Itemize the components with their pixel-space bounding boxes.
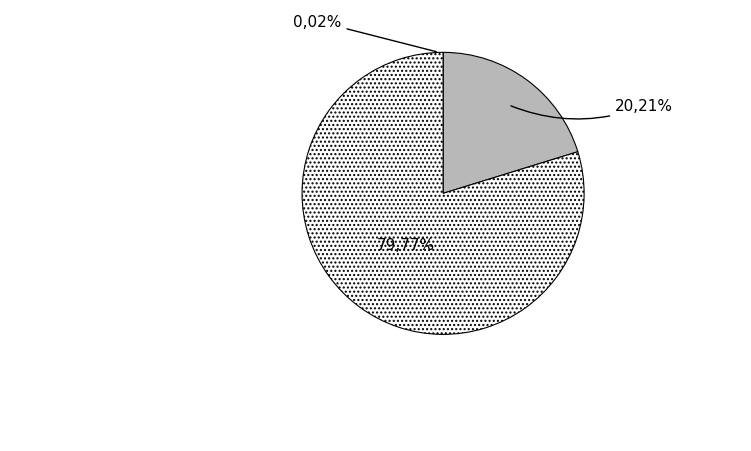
Text: 0,02%: 0,02%	[293, 15, 436, 52]
Wedge shape	[443, 53, 578, 194]
Wedge shape	[302, 53, 584, 335]
Text: 20,21%: 20,21%	[511, 99, 673, 120]
Text: 79,77%: 79,77%	[376, 237, 435, 253]
